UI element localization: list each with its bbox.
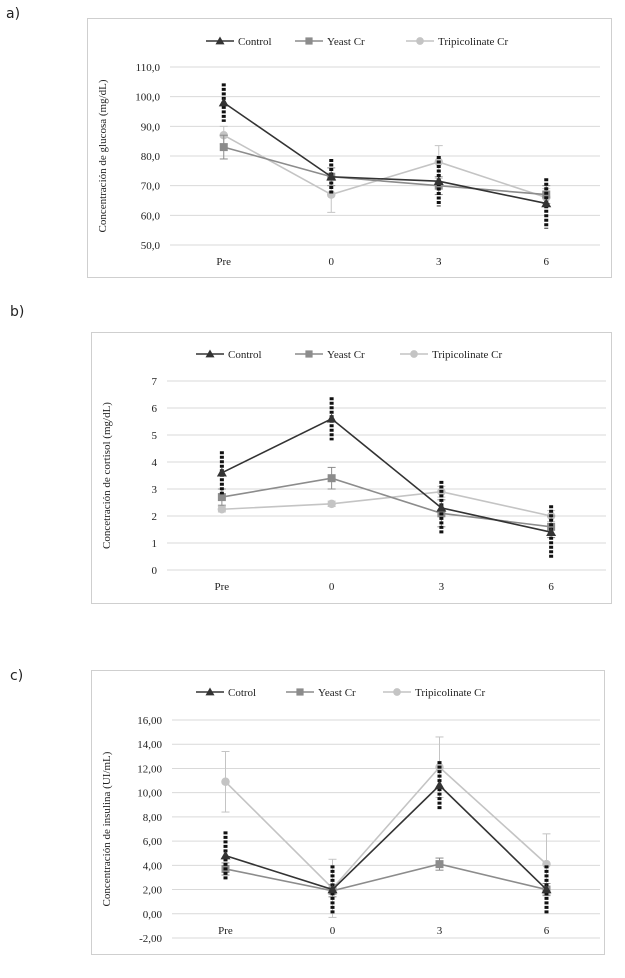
x-tick-label: 0 xyxy=(329,581,335,593)
y-tick-label: 4 xyxy=(152,457,158,469)
series-line xyxy=(221,490,552,517)
y-tick-label: 14,00 xyxy=(137,739,162,751)
panel-b-chart: 0 1 2 3 4 5 6 7 Pre 0 3 6 Concetración de cortisol (… xyxy=(91,332,612,604)
series-line xyxy=(225,784,548,891)
data-point xyxy=(218,97,229,107)
data-point xyxy=(219,143,228,152)
y-tick-label: 5 xyxy=(152,430,158,442)
y-tick-label: 70,0 xyxy=(141,181,161,193)
x-tick-label: 3 xyxy=(436,256,442,268)
series-line xyxy=(223,101,547,205)
y-tick-label: 1 xyxy=(152,538,158,550)
x-tick-label: Pre xyxy=(218,925,233,937)
y-tick-label: 80,0 xyxy=(141,151,161,163)
panel-c-letter: c) xyxy=(10,668,24,684)
y-tick-label: 110,0 xyxy=(136,62,161,74)
legend-marker xyxy=(215,36,225,45)
data-point xyxy=(436,502,447,512)
series-line xyxy=(223,146,547,196)
series-line xyxy=(221,417,552,533)
y-tick-label: 7 xyxy=(152,376,158,388)
legend-label: Yeast Cr xyxy=(318,687,356,699)
data-point xyxy=(220,850,231,860)
panel-a-letter: a) xyxy=(6,6,21,22)
legend-label: Yeast Cr xyxy=(327,36,365,48)
legend-marker xyxy=(296,688,304,696)
x-tick-label: 0 xyxy=(330,925,336,937)
panel-b-letter: b) xyxy=(10,304,25,320)
x-tick-label: 0 xyxy=(329,256,335,268)
data-point xyxy=(327,499,336,509)
x-tick-label: 3 xyxy=(439,581,445,593)
legend-marker xyxy=(205,349,215,358)
x-tick-label: 6 xyxy=(544,256,550,268)
legend-label: Tripicolinate Cr xyxy=(438,36,509,48)
legend-label: Control xyxy=(228,349,262,361)
legend-label: Yeast Cr xyxy=(327,349,365,361)
data-point xyxy=(216,467,227,477)
data-point xyxy=(434,780,445,790)
insulin-chart-svg: -2,00 0,00 2,00 4,00 6,00 8,00 10,00 12,00 14,00… xyxy=(101,687,600,945)
data-point xyxy=(327,474,336,483)
legend-marker xyxy=(416,37,424,45)
y-tick-label: 0,00 xyxy=(143,909,163,921)
legend-label: Control xyxy=(238,36,272,48)
data-point xyxy=(217,493,226,502)
data-point xyxy=(541,198,552,208)
panel-a-chart: 50,0 60,0 70,0 80,0 90,0 100,0 110,0 Pre 0 3 6 Conc… xyxy=(87,18,612,278)
y-tick-label: 0 xyxy=(152,565,158,577)
x-tick-label: 3 xyxy=(437,925,443,937)
legend-label: Tripicolinate Cr xyxy=(432,349,503,361)
y-tick-label: 90,0 xyxy=(141,121,161,133)
data-point xyxy=(217,505,227,514)
y-tick-label: 2 xyxy=(152,511,158,523)
y-tick-label: 16,00 xyxy=(137,715,162,727)
y-tick-label: 60,0 xyxy=(141,210,161,222)
y-tick-label: 4,00 xyxy=(143,860,163,872)
y-tick-label: 12,00 xyxy=(137,763,162,775)
data-point xyxy=(326,413,337,423)
data-point xyxy=(327,190,336,199)
data-point xyxy=(546,527,557,536)
glucose-chart-svg: 50,0 60,0 70,0 80,0 90,0 100,0 110,0 Pre 0 3 6 Conc… xyxy=(97,36,600,268)
y-tick-label: -2,00 xyxy=(139,933,162,945)
data-point xyxy=(435,860,444,869)
series-line xyxy=(223,134,547,199)
data-point xyxy=(326,171,337,181)
data-point xyxy=(221,777,230,787)
panel-c-chart: -2,00 0,00 2,00 4,00 6,00 8,00 10,00 12,00 14,00… xyxy=(91,670,605,955)
x-tick-label: 6 xyxy=(548,581,554,593)
legend-marker xyxy=(305,37,313,45)
legend-marker xyxy=(305,350,313,358)
series-line xyxy=(224,766,548,890)
y-axis-label: Concetración de cortisol (mg/dL) xyxy=(101,402,113,549)
series-line xyxy=(225,863,547,892)
series-line xyxy=(221,477,552,528)
x-tick-label: 6 xyxy=(544,925,550,937)
y-tick-label: 100,0 xyxy=(135,92,160,104)
legend-marker xyxy=(205,687,215,696)
data-point xyxy=(433,176,444,185)
legend-marker xyxy=(393,688,401,696)
y-axis-label: Concentración de insulina (UI/mL) xyxy=(101,751,113,906)
x-tick-label: Pre xyxy=(216,256,231,268)
y-tick-label: 8,00 xyxy=(143,812,163,824)
legend-label: Cotrol xyxy=(228,687,256,699)
y-tick-label: 3 xyxy=(152,484,158,496)
data-point xyxy=(542,859,551,869)
legend-label: Tripicolinate Cr xyxy=(415,687,486,699)
y-tick-label: 2,00 xyxy=(143,885,163,897)
data-point xyxy=(541,884,552,894)
y-tick-label: 10,00 xyxy=(137,788,162,800)
legend-marker xyxy=(410,350,418,358)
data-point xyxy=(547,522,556,531)
cortisol-chart-svg: 0 1 2 3 4 5 6 7 Pre 0 3 6 Concetración de cortisol (… xyxy=(101,349,606,593)
x-tick-label: Pre xyxy=(215,581,230,593)
y-axis-label: Concentración de glucosa (mg/dL) xyxy=(97,79,109,232)
data-point xyxy=(327,884,338,894)
y-tick-label: 6 xyxy=(152,403,158,415)
y-tick-label: 50,0 xyxy=(141,240,161,252)
y-tick-label: 6,00 xyxy=(143,836,163,848)
